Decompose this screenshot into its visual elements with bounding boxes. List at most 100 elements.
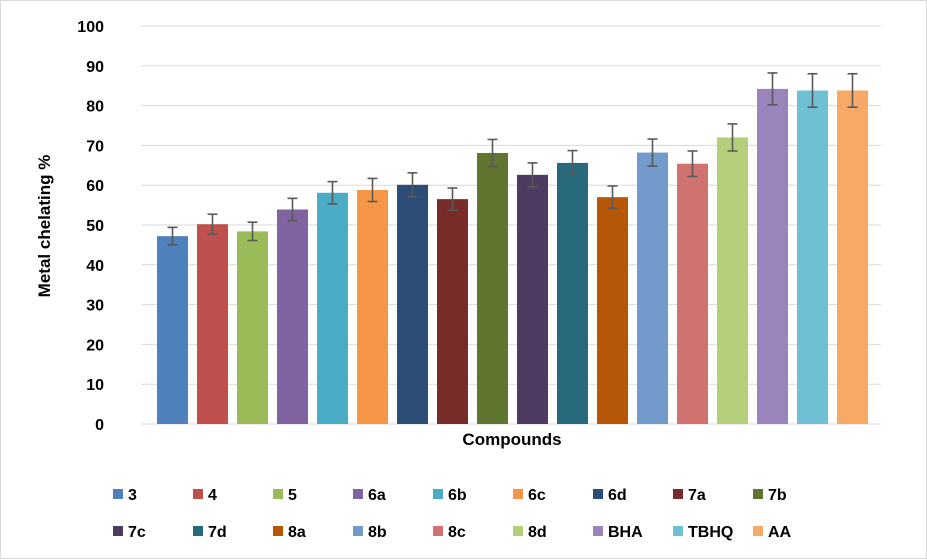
- bar-6d: [397, 184, 428, 424]
- y-tick-label: 20: [86, 337, 104, 354]
- legend-item-7b: 7b: [753, 487, 787, 504]
- error-bar-8b: [647, 138, 658, 167]
- error-bar-BHA: [767, 72, 778, 106]
- error-bar-6c: [367, 177, 378, 203]
- legend-label: 7a: [688, 487, 706, 504]
- legend-label: BHA: [608, 524, 643, 541]
- legend-swatch: [353, 526, 363, 536]
- error-bar-8a: [607, 185, 618, 210]
- y-tick-label: 0: [95, 417, 104, 434]
- bar-8d: [717, 137, 748, 424]
- y-tick-label: 70: [86, 138, 104, 155]
- error-bar-4: [207, 213, 218, 235]
- bar-4: [197, 224, 228, 424]
- legend-swatch: [193, 526, 203, 536]
- legend-swatch: [753, 489, 763, 499]
- legend-swatch: [433, 489, 443, 499]
- legend-label: 7c: [128, 524, 146, 541]
- legend-item-6a: 6a: [353, 487, 386, 504]
- bar-6a: [277, 209, 308, 424]
- legend-label: 8c: [448, 524, 466, 541]
- y-tick-labels: 0 10 20 30 40 50 60 70 80 90 100: [77, 19, 104, 434]
- legend-item-4: 4: [193, 487, 217, 504]
- legend-item-6b: 6b: [433, 487, 467, 504]
- legend-swatch: [593, 489, 603, 499]
- error-bar-3: [167, 226, 178, 246]
- legend-label: 6b: [448, 487, 467, 504]
- legend-swatch: [193, 489, 203, 499]
- error-bar-6b: [327, 180, 338, 205]
- legend-label: 3: [128, 487, 137, 504]
- x-axis-title: Compounds: [462, 430, 561, 449]
- legend-swatch: [753, 526, 763, 536]
- legend: 3 4 5 6a 6b 6c 6d 7a 7b 7c 7d 8a 8b 8c 8d BHA TBHQ AA: [113, 487, 792, 541]
- y-tick-label: 30: [86, 298, 104, 315]
- legend-swatch: [273, 526, 283, 536]
- legend-swatch: [513, 526, 523, 536]
- legend-label: 7d: [208, 524, 227, 541]
- error-bar-6a: [287, 197, 298, 222]
- legend-item-8c: 8c: [433, 524, 466, 541]
- bars: [157, 88, 868, 425]
- bar-6b: [317, 192, 348, 424]
- legend-swatch: [113, 526, 123, 536]
- legend-item-8a: 8a: [273, 524, 306, 541]
- bar-7a: [437, 199, 468, 424]
- error-bars: [167, 72, 858, 246]
- legend-label: 8b: [368, 524, 387, 541]
- bar-AA: [837, 90, 868, 424]
- y-axis-title: Metal chelating %: [35, 155, 54, 298]
- legend-item-8b: 8b: [353, 524, 387, 541]
- y-tick-label: 60: [86, 178, 104, 195]
- y-tick-label: 50: [86, 218, 104, 235]
- bar-7d: [557, 162, 588, 425]
- legend-swatch: [673, 526, 683, 536]
- error-bar-5: [247, 221, 258, 242]
- bar-7b: [477, 152, 508, 424]
- legend-item-7d: 7d: [193, 524, 227, 541]
- error-bar-TBHQ: [807, 72, 818, 108]
- bar-8a: [597, 197, 628, 424]
- y-tick-label: 100: [77, 19, 104, 36]
- legend-label: 8d: [528, 524, 547, 541]
- y-tick-label: 80: [86, 99, 104, 116]
- error-bar-6d: [407, 172, 418, 198]
- legend-item-6c: 6c: [513, 487, 546, 504]
- error-bar-8c: [687, 150, 698, 178]
- legend-swatch: [673, 489, 683, 499]
- legend-label: 6a: [368, 487, 386, 504]
- legend-label: 6c: [528, 487, 546, 504]
- bar-5: [237, 231, 268, 424]
- y-tick-label: 90: [86, 59, 104, 76]
- legend-swatch: [353, 489, 363, 499]
- legend-label: TBHQ: [688, 524, 733, 541]
- error-bar-7d: [567, 149, 578, 177]
- legend-item-5: 5: [273, 487, 297, 504]
- error-bar-7c: [527, 162, 538, 188]
- legend-item-TBHQ: TBHQ: [673, 524, 733, 541]
- bar-8c: [677, 163, 708, 424]
- legend-label: AA: [768, 524, 792, 541]
- bar-6c: [357, 189, 388, 424]
- legend-label: 4: [208, 487, 217, 504]
- bar-7c: [517, 174, 548, 424]
- y-tick-label: 10: [86, 377, 104, 394]
- bar-8b: [637, 152, 668, 424]
- legend-label: 8a: [288, 524, 306, 541]
- error-bar-8d: [727, 123, 738, 152]
- legend-label: 6d: [608, 487, 627, 504]
- y-tick-label: 40: [86, 258, 104, 275]
- legend-item-3: 3: [113, 487, 137, 504]
- legend-swatch: [433, 526, 443, 536]
- legend-item-6d: 6d: [593, 487, 627, 504]
- legend-item-7a: 7a: [673, 487, 706, 504]
- legend-swatch: [273, 489, 283, 499]
- legend-swatch: [513, 489, 523, 499]
- legend-item-8d: 8d: [513, 524, 547, 541]
- error-bar-7b: [487, 138, 498, 168]
- legend-swatch: [593, 526, 603, 536]
- bar-BHA: [757, 88, 788, 424]
- legend-item-AA: AA: [753, 524, 792, 541]
